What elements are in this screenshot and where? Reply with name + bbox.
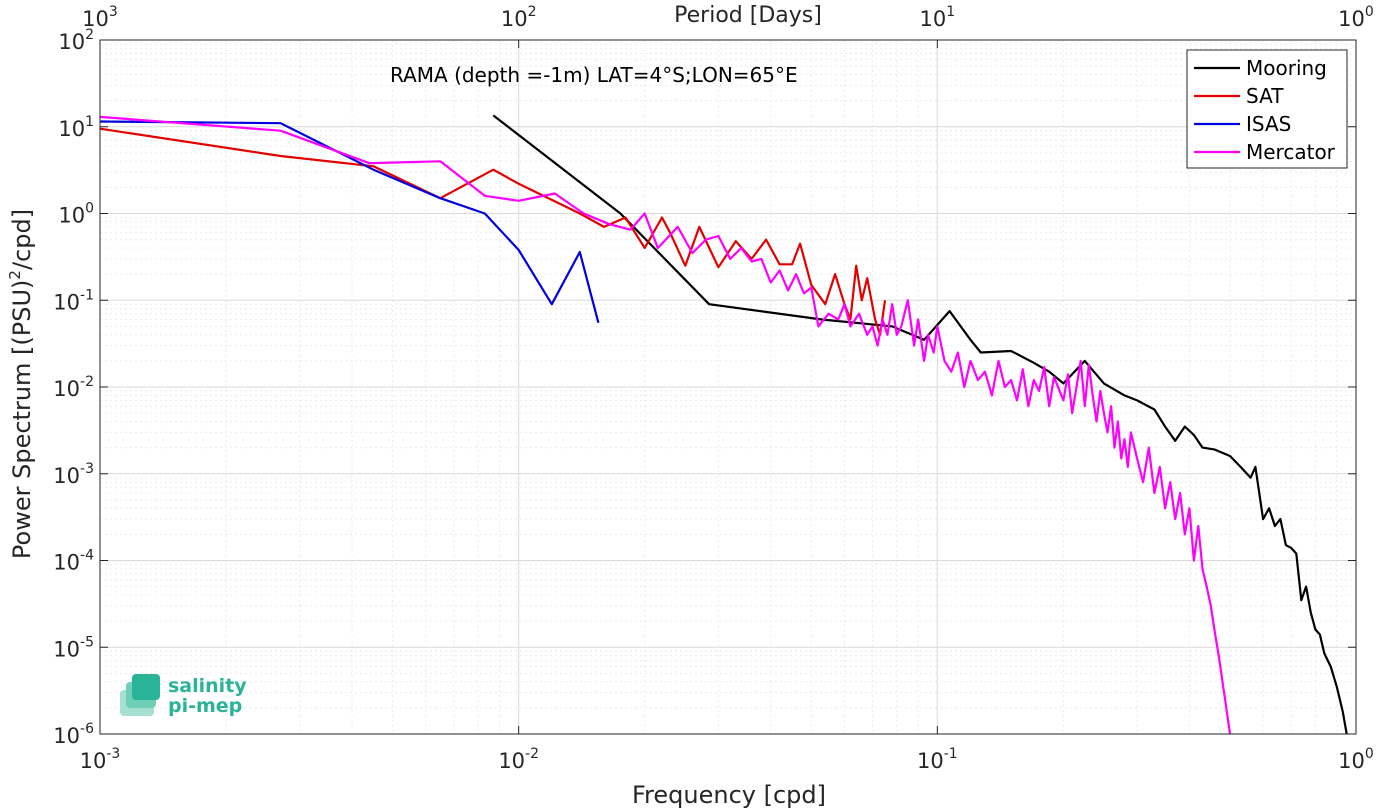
y-tick-label-base: 10 <box>53 377 80 401</box>
y-tick-label-exponent: -2 <box>80 374 94 390</box>
y-tick-label-base: 10 <box>53 551 80 575</box>
y-tick-label-exponent: -3 <box>80 461 94 477</box>
x-tick-label: 100 <box>1338 746 1374 773</box>
series-line-mooring <box>492 114 1348 735</box>
chart-annotation: RAMA (depth =-1m) LAT=4°S;LON=65°E <box>390 63 798 87</box>
y-tick-label: 10-1 <box>53 287 94 314</box>
y-tick-label: 10-4 <box>53 548 94 575</box>
series-lines <box>99 114 1348 735</box>
y-tick-label: 10-3 <box>53 461 94 488</box>
salinity-pi-mep-logo: salinity pi-mep <box>120 674 247 717</box>
y-tick-label-exponent: 1 <box>85 114 94 130</box>
x-tick-label-base: 10 <box>80 749 107 773</box>
y-tick-label: 102 <box>58 27 94 54</box>
y-tick-label: 10-6 <box>53 721 94 748</box>
y-tick-label-exponent: 2 <box>85 27 94 43</box>
series-line-sat <box>99 127 887 336</box>
top-tick-label-exponent: 3 <box>109 4 118 20</box>
grid <box>99 40 1356 735</box>
top-axis-label: Period [Days] <box>674 3 822 28</box>
series-line-mercator <box>99 115 1232 735</box>
y-tick-label: 10-2 <box>53 374 94 401</box>
top-tick-label: 102 <box>501 4 537 31</box>
series-line-isas <box>99 120 600 324</box>
x-tick-label-base: 10 <box>1338 749 1365 773</box>
tick-marks <box>99 39 1357 735</box>
top-tick-label-base: 10 <box>82 7 109 31</box>
y-tick-label-exponent: -5 <box>80 634 94 650</box>
y-tick-label-base: 10 <box>58 204 85 228</box>
x-tick-label: 10-1 <box>917 746 958 773</box>
x-tick-label: 10-2 <box>498 746 539 773</box>
top-tick-label-exponent: 1 <box>946 4 955 20</box>
x-tick-label-exponent: -2 <box>525 746 539 762</box>
y-axis-label-exponent: 2 <box>6 270 24 280</box>
y-tick-label-base: 10 <box>53 290 80 314</box>
top-tick-label: 101 <box>920 4 956 31</box>
y-tick-label-exponent: -6 <box>80 721 94 737</box>
y-tick-label-base: 10 <box>58 117 85 141</box>
top-tick-label-exponent: 2 <box>528 4 537 20</box>
x-tick-label: 10-3 <box>80 746 121 773</box>
top-tick-label-base: 10 <box>1338 7 1365 31</box>
legend-label-mooring: Mooring <box>1246 56 1327 80</box>
y-axis-label: Power Spectrum [(PSU)2/cpd] <box>6 209 36 559</box>
top-tick-label: 100 <box>1338 4 1374 31</box>
top-tick-label-base: 10 <box>920 7 947 31</box>
logo-line2: pi-mep <box>168 695 242 717</box>
x-tick-label-base: 10 <box>498 749 525 773</box>
y-tick-label-base: 10 <box>53 724 80 748</box>
legend-label-isas: ISAS <box>1246 112 1291 136</box>
x-axis-label: Frequency [cpd] <box>632 781 826 809</box>
logo-line1: salinity <box>168 675 247 697</box>
x-tick-label-base: 10 <box>917 749 944 773</box>
legend-label-mercator: Mercator <box>1246 140 1336 164</box>
y-tick-label: 101 <box>58 114 94 141</box>
y-axis-label-main: Power Spectrum [(PSU) <box>8 280 36 559</box>
x-tick-label-exponent: 0 <box>1365 746 1374 762</box>
top-tick-label-exponent: 0 <box>1365 4 1374 20</box>
y-tick-label-exponent: 0 <box>85 201 94 217</box>
legend: Mooring SAT ISAS Mercator <box>1186 49 1348 169</box>
y-tick-label-exponent: -4 <box>80 548 94 564</box>
y-tick-label: 100 <box>58 201 94 228</box>
legend-label-sat: SAT <box>1246 84 1284 108</box>
y-axis-label-unit: /cpd] <box>8 209 36 270</box>
top-tick-label-base: 10 <box>501 7 528 31</box>
y-tick-label-exponent: -1 <box>80 287 94 303</box>
y-tick-label: 10-5 <box>53 634 94 661</box>
top-tick-label: 103 <box>82 4 118 31</box>
y-tick-label-base: 10 <box>53 464 80 488</box>
y-tick-label-base: 10 <box>58 30 85 54</box>
logo-waves-icon <box>120 674 160 716</box>
legend-box <box>1186 49 1348 169</box>
x-tick-label-exponent: -3 <box>106 746 120 762</box>
y-tick-label-base: 10 <box>53 637 80 661</box>
x-tick-label-exponent: -1 <box>944 746 958 762</box>
